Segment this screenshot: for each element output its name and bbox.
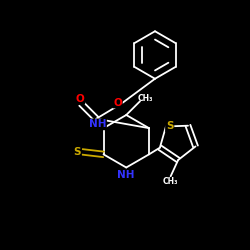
Text: CH₃: CH₃	[138, 94, 153, 103]
Text: O: O	[113, 98, 122, 108]
Text: NH: NH	[118, 170, 135, 180]
Text: S: S	[166, 122, 173, 132]
Text: S: S	[74, 147, 81, 157]
Text: CH₃: CH₃	[163, 177, 178, 186]
Text: NH: NH	[88, 120, 106, 130]
Text: O: O	[76, 94, 84, 104]
